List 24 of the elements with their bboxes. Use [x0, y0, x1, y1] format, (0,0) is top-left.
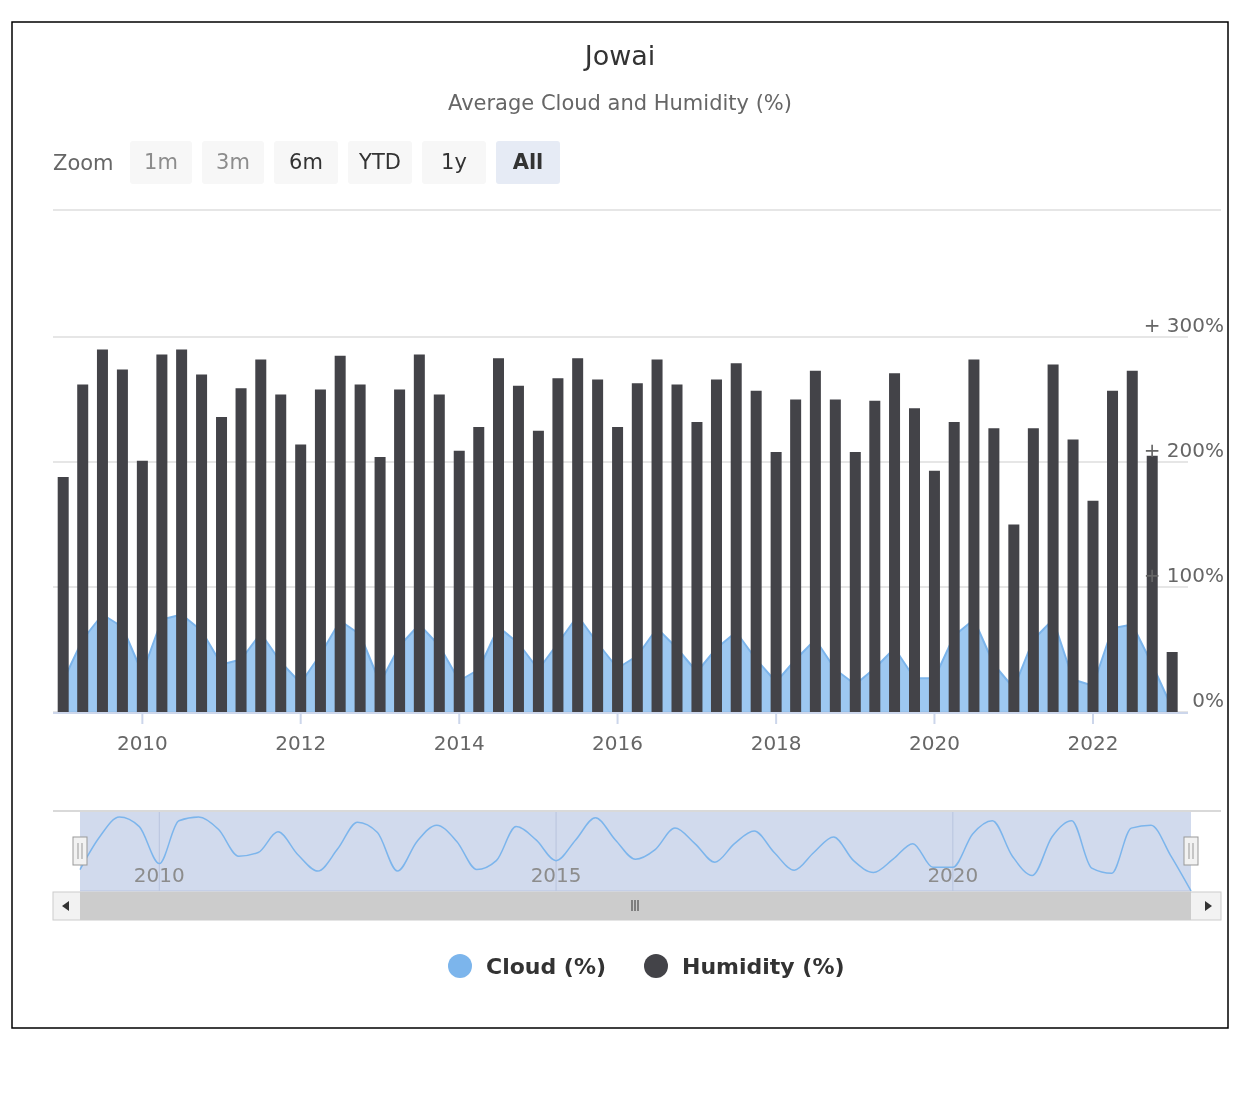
legend-label: Cloud (%): [486, 954, 607, 979]
text: All: [512, 150, 544, 174]
text: YTD: [358, 150, 401, 174]
x-tick-label: 2018: [750, 731, 802, 755]
x-tick-label: 2015: [530, 863, 582, 887]
chart-title: Jowai: [582, 40, 656, 71]
x-tick-label: 2020: [909, 731, 960, 755]
x-tick-label: 2022: [1067, 731, 1119, 755]
y-tick-label: + 300%: [1143, 313, 1224, 337]
x-tick-label: 2010: [133, 863, 185, 887]
text: 1m: [144, 150, 178, 174]
x-tick-label: 2020: [927, 863, 979, 887]
x-tick-label: 2016: [592, 731, 644, 755]
y-tick-label: 0%: [1192, 688, 1224, 712]
text: Zoom: [53, 151, 114, 175]
text: 1y: [441, 150, 467, 174]
legend-label: Humidity (%): [682, 954, 845, 979]
x-tick-label: 2014: [433, 731, 485, 755]
text: 6m: [289, 150, 323, 174]
x-tick-label: 2010: [116, 731, 168, 755]
x-tick-label: 2012: [275, 731, 327, 755]
chart-subtitle: Average Cloud and Humidity (%): [448, 91, 792, 115]
y-tick-label: + 200%: [1143, 438, 1224, 462]
text: 3m: [216, 150, 250, 174]
